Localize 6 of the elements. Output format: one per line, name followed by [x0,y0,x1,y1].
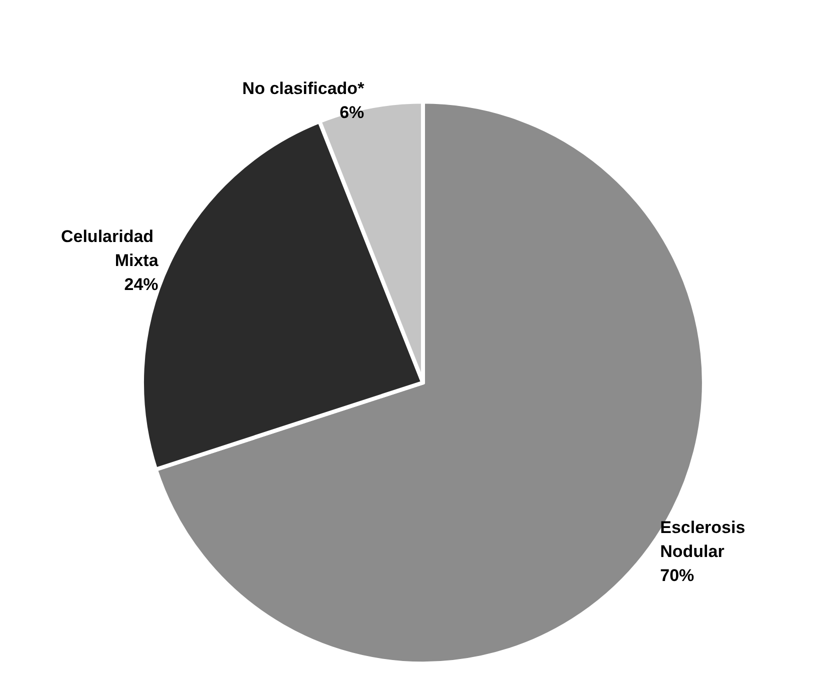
data-label: 6% [340,103,364,122]
slice-label: Esclerosis Nodular [660,518,750,561]
slice-label: No clasificado* [242,79,365,98]
slice-label: Celularidad Mixta [60,226,159,270]
data-label: 24% [124,274,158,294]
data-label: 70% [660,566,694,585]
